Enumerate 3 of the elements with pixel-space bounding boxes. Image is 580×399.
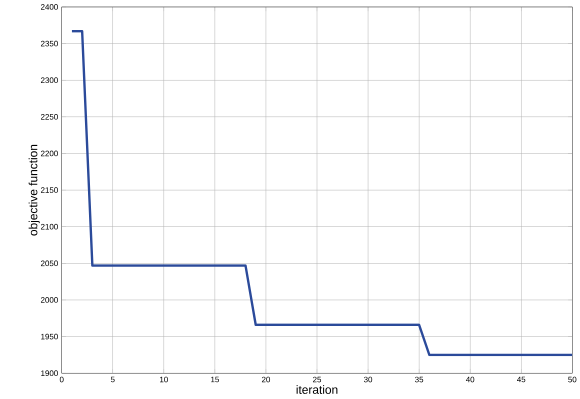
line-series — [70, 30, 572, 356]
y-axis-title: objective function — [28, 144, 40, 236]
x-axis-title: iteration — [296, 385, 338, 394]
